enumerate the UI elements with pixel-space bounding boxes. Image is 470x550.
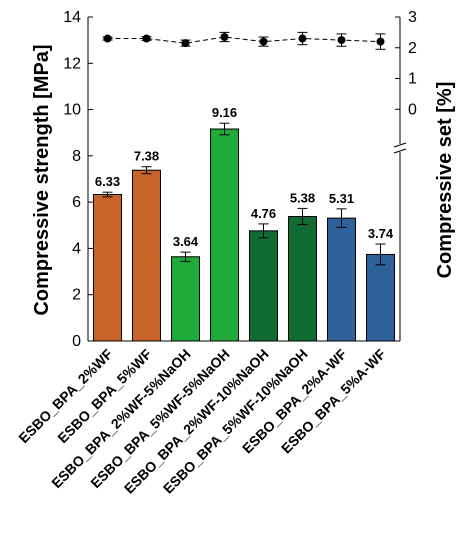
left-tick-label: 6 <box>72 194 81 211</box>
category-label: ESBO_BPA_2%WF-10%NaOH <box>121 346 272 497</box>
right-tick-label: 2 <box>408 40 417 57</box>
data-label: 5.31 <box>329 191 354 206</box>
secondary-point <box>181 39 190 48</box>
bar <box>171 256 200 342</box>
bar <box>366 253 395 342</box>
bar <box>288 215 317 342</box>
category-labels: ESBO_BPA_2%WFESBO_BPA_5%WFESBO_BPA_2%WF-… <box>15 345 389 496</box>
secondary-y-axis-title: Compressive set [%] <box>434 82 456 279</box>
right-tick-label: 3 <box>408 9 417 26</box>
right-tick-label: 0 <box>408 101 417 118</box>
bar <box>93 194 122 342</box>
data-label: 3.64 <box>173 234 199 249</box>
data-label: 6.33 <box>95 174 120 189</box>
secondary-point <box>298 34 307 43</box>
secondary-point <box>103 34 112 43</box>
left-tick-label: 0 <box>72 333 81 350</box>
compressive-set-line <box>107 36 381 44</box>
left-tick-label: 12 <box>63 55 81 72</box>
data-label: 3.74 <box>368 226 394 241</box>
category-label: ESBO_BPA_5%WF-10%NaOH <box>160 346 311 497</box>
left-tick-label: 10 <box>63 102 81 119</box>
secondary-point <box>142 34 151 43</box>
right-tick-label: 1 <box>408 71 417 88</box>
secondary-point <box>376 37 385 46</box>
left-tick-label: 2 <box>72 287 81 304</box>
left-tick-label: 14 <box>63 9 81 26</box>
bar <box>249 230 278 342</box>
left-tick-label: 8 <box>72 148 81 165</box>
left-axis-ticks: 0 2 4 6 8 10 12 14 <box>63 9 93 350</box>
secondary-point <box>220 32 229 41</box>
secondary-point <box>259 37 268 46</box>
data-label: 4.76 <box>251 206 276 221</box>
y-axis-title: Compressive strength [MPa] <box>31 44 53 315</box>
right-axis-ticks: 0 1 2 3 <box>395 9 417 118</box>
data-label: 5.38 <box>290 190 315 205</box>
bars-layer <box>93 128 395 342</box>
data-labels-layer: 6.33 7.38 3.64 9.16 4.76 5.38 5.31 3.74 <box>95 105 394 249</box>
error-bars-layer <box>102 122 386 266</box>
bar <box>327 217 356 342</box>
left-tick-label: 4 <box>72 240 81 257</box>
bar <box>132 169 161 342</box>
compressive-set-series <box>102 31 386 50</box>
bar <box>210 128 239 342</box>
data-label: 7.38 <box>134 149 159 164</box>
data-label: 9.16 <box>212 105 237 120</box>
secondary-point <box>337 36 346 45</box>
axis-break-mark <box>393 142 407 154</box>
